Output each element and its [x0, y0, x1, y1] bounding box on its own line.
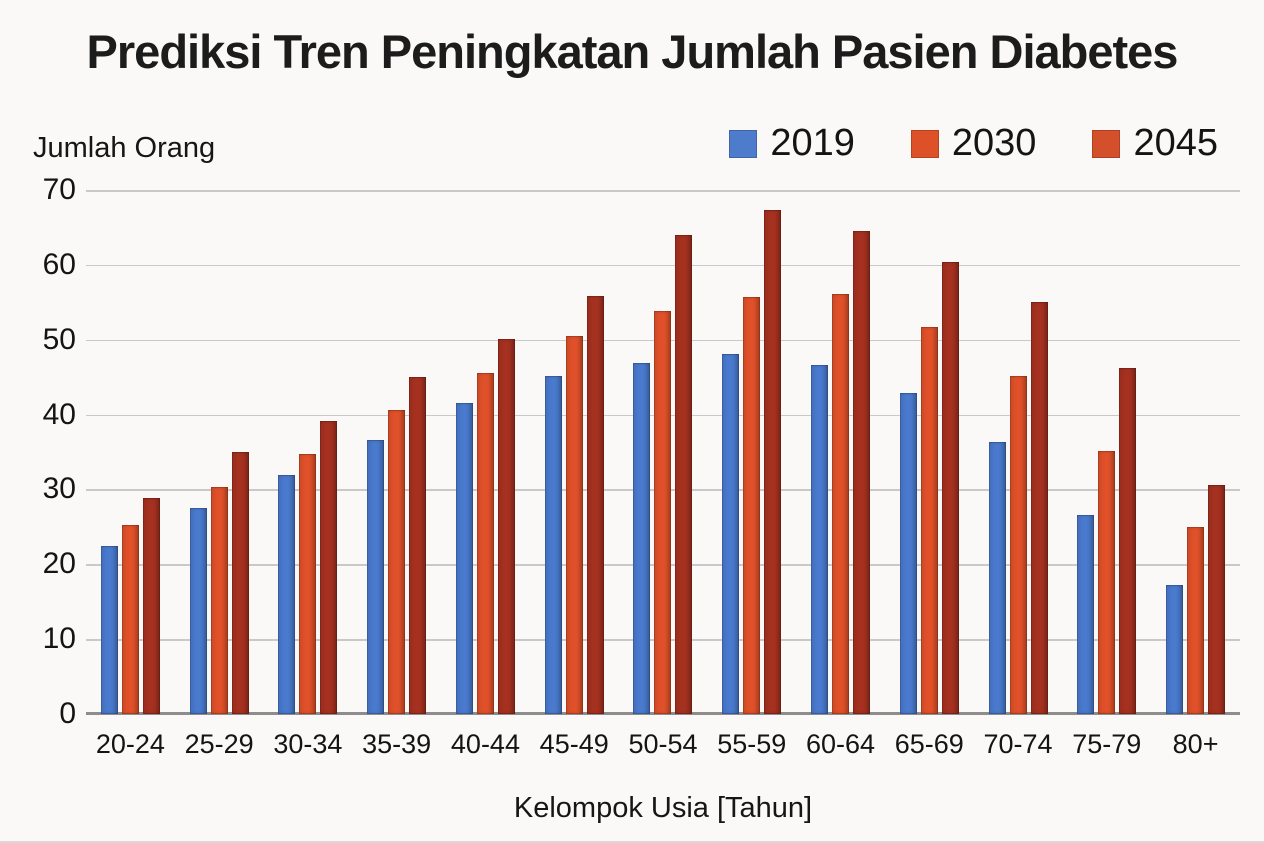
bar-2030-25-29 — [210, 487, 228, 714]
bar-group-30-34 — [264, 190, 353, 714]
bar-2045-25-29 — [231, 452, 249, 714]
bar-group-20-24 — [86, 190, 175, 714]
bar-2045-45-49 — [586, 295, 604, 714]
bar-2045-35-39 — [409, 377, 427, 714]
bar-2019-80+ — [1166, 584, 1184, 714]
y-tick-label-0: 0 — [59, 697, 76, 730]
y-tick-label-70: 70 — [42, 173, 76, 206]
x-tick-label-20-24: 20-24 — [95, 729, 165, 759]
legend-label-2030: 2030 — [951, 122, 1037, 164]
bar-2019-40-44 — [455, 403, 473, 714]
x-tick-label-40-44: 40-44 — [450, 729, 520, 759]
bar-group-65-69 — [885, 190, 974, 714]
bar-group-25-29 — [175, 190, 264, 714]
bar-2045-40-44 — [497, 338, 515, 714]
bar-2019-65-69 — [899, 392, 917, 714]
legend-label-2045: 2045 — [1133, 122, 1218, 164]
legend-item-2045: 2045 — [1092, 122, 1218, 165]
bar-2019-75-79 — [1077, 514, 1095, 714]
bar-group-55-59 — [707, 190, 796, 714]
x-tick-label-75-79: 75-79 — [1072, 729, 1142, 759]
x-tick-label-55-59: 55-59 — [717, 729, 787, 759]
x-tick-label-25-29: 25-29 — [184, 729, 254, 759]
bar-2019-25-29 — [189, 508, 207, 714]
bar-2045-50-54 — [675, 234, 693, 714]
chart-title: Prediksi Tren Peningkatan Jumlah Pasien … — [86, 25, 1179, 78]
x-tick-label-50-54: 50-54 — [628, 729, 698, 759]
bar-2045-55-59 — [764, 210, 782, 714]
x-axis-title: Kelompok Usia [Tahun] — [513, 792, 813, 824]
y-tick-label-40: 40 — [42, 397, 76, 431]
x-tick-label-80+: 80+ — [1172, 729, 1219, 759]
legend-swatch-2019 — [729, 129, 758, 158]
legend-label-2019: 2019 — [770, 122, 855, 164]
bar-2030-40-44 — [476, 372, 494, 714]
bar-2045-70-74 — [1030, 302, 1048, 714]
y-tick-label-20: 20 — [42, 547, 76, 581]
bar-groups — [86, 190, 1240, 714]
bar-group-75-79 — [1062, 190, 1151, 714]
legend-swatch-2030 — [910, 129, 939, 158]
legend-item-2019: 2019 — [729, 122, 855, 165]
y-tick-label-60: 60 — [42, 247, 76, 281]
x-tick-label-30-34: 30-34 — [273, 729, 343, 759]
bar-2030-30-34 — [299, 453, 317, 714]
bar-group-45-49 — [530, 190, 619, 714]
bar-2019-20-24 — [100, 546, 118, 714]
x-axis-ticks: 20-24 25-29 30-34 35-39 40-44 45-49 50-54 55-59… — [86, 729, 1240, 760]
bar-2030-80+ — [1187, 526, 1205, 714]
legend-swatch-2045 — [1092, 129, 1121, 158]
legend-item-2030: 2030 — [910, 122, 1037, 165]
bar-2030-60-64 — [832, 294, 849, 714]
bar-2030-75-79 — [1098, 450, 1116, 714]
bar-2045-80+ — [1208, 484, 1226, 714]
x-tick-label-60-64: 60-64 — [805, 729, 876, 759]
bar-group-70-74 — [974, 190, 1063, 714]
bar-2030-70-74 — [1009, 375, 1027, 714]
bar-2019-55-59 — [722, 353, 740, 714]
gridline-60 — [86, 264, 1240, 267]
bar-2019-60-64 — [811, 365, 828, 714]
x-tick-label-45-49: 45-49 — [539, 729, 609, 759]
gridline-70 — [86, 190, 1240, 192]
bar-group-60-64 — [796, 190, 885, 714]
bar-group-50-54 — [619, 190, 708, 714]
bar-2030-55-59 — [743, 297, 761, 714]
bar-2019-70-74 — [988, 442, 1006, 714]
bar-group-40-44 — [441, 190, 530, 714]
bar-2019-45-49 — [544, 376, 562, 714]
y-tick-label-10: 10 — [42, 622, 76, 656]
bar-2045-75-79 — [1119, 368, 1137, 714]
bar-2045-65-69 — [941, 261, 959, 714]
bar-2045-20-24 — [142, 498, 160, 714]
bar-2019-35-39 — [367, 440, 385, 714]
y-tick-label-50: 50 — [42, 322, 76, 356]
x-tick-label-65-69: 65-69 — [894, 729, 964, 759]
x-tick-label-35-39: 35-39 — [362, 729, 432, 759]
bar-2019-50-54 — [633, 362, 651, 714]
bar-group-35-39 — [352, 190, 441, 714]
bar-group-80+ — [1151, 190, 1240, 714]
y-tick-label-30: 30 — [42, 472, 76, 506]
bar-2045-30-34 — [320, 420, 338, 714]
x-tick-label-70-74: 70-74 — [983, 729, 1053, 759]
bar-2030-20-24 — [121, 525, 139, 714]
legend: 2019 2030 2045 — [729, 122, 1218, 165]
bar-2030-50-54 — [654, 311, 672, 714]
bar-2030-65-69 — [920, 327, 938, 714]
y-axis-title: Jumlah Orang — [33, 132, 216, 164]
plot-area — [86, 190, 1240, 715]
bar-2030-35-39 — [388, 410, 406, 714]
bar-2030-45-49 — [565, 335, 583, 714]
bar-2045-60-64 — [853, 231, 870, 714]
bar-2019-30-34 — [278, 475, 296, 714]
